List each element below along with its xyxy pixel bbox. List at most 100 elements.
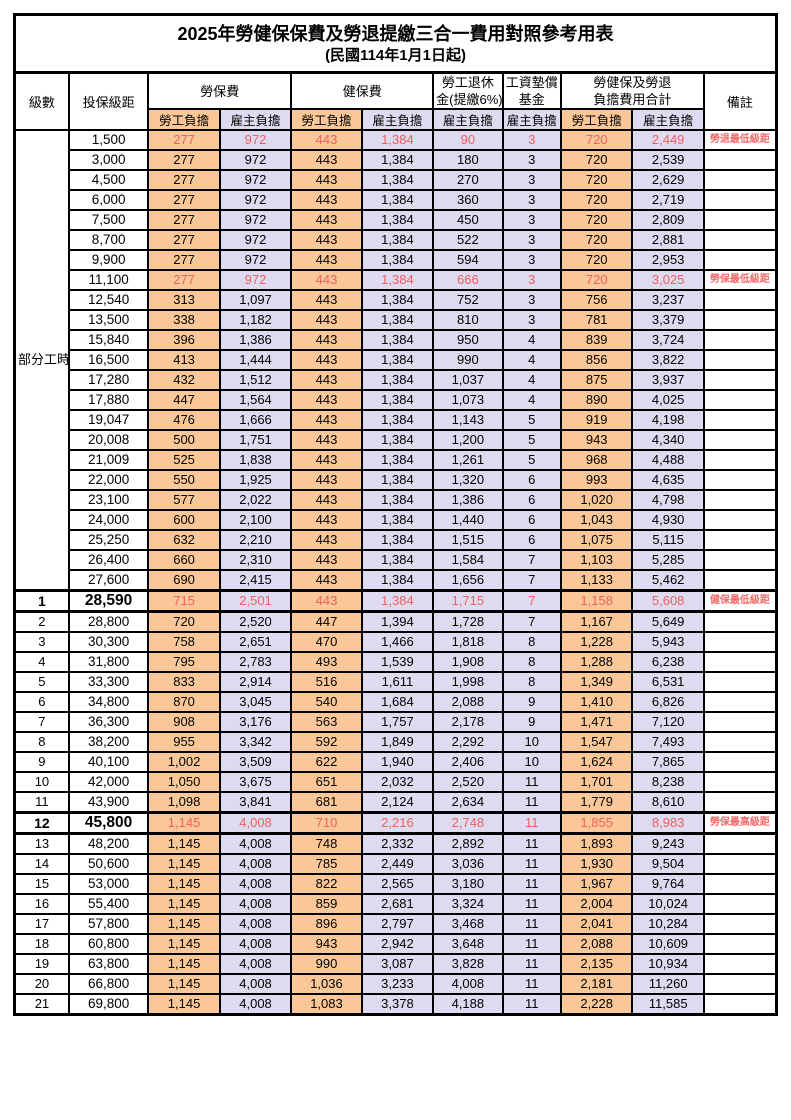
- wage-fund-employer-cell: 5: [501, 409, 562, 431]
- pension-employer-cell: 1,440: [432, 509, 504, 531]
- wage-fund-employer-cell: 11: [501, 853, 562, 875]
- labor-employer-cell: 972: [218, 249, 293, 271]
- note-cell: [702, 751, 778, 773]
- bracket-cell: 7,500: [67, 209, 150, 231]
- wage-fund-employer-cell: 10: [501, 731, 562, 753]
- health-employee-cell: 592: [290, 731, 363, 753]
- pension-employer-cell: 1,584: [432, 549, 504, 571]
- total-employer-cell: 8,238: [631, 771, 705, 793]
- labor-employer-cell: 1,444: [218, 349, 293, 371]
- note-cell: [702, 249, 778, 271]
- health-employer-cell: 2,942: [360, 933, 435, 955]
- header-level: 級數: [13, 71, 70, 131]
- health-employer-cell: 1,849: [360, 731, 435, 753]
- labor-employer-cell: 972: [218, 229, 293, 251]
- health-employee-cell: 443: [290, 229, 363, 251]
- wage-fund-employer-cell: 3: [501, 289, 562, 311]
- labor-employee-cell: 550: [147, 469, 221, 491]
- labor-employer-cell: 2,210: [218, 529, 293, 551]
- labor-employer-cell: 2,100: [218, 509, 293, 531]
- labor-employer-cell: 4,008: [218, 832, 293, 855]
- labor-employee-cell: 277: [147, 129, 221, 151]
- total-employer-cell: 5,943: [631, 631, 705, 653]
- labor-employer-cell: 4,008: [218, 853, 293, 875]
- health-employer-cell: 2,681: [360, 893, 435, 915]
- labor-employer-cell: 1,925: [218, 469, 293, 491]
- level-cell: 11: [13, 791, 70, 814]
- labor-employer-cell: 1,838: [218, 449, 293, 471]
- subheader-total-employer: 雇主負擔: [631, 108, 705, 131]
- labor-employee-cell: 338: [147, 309, 221, 331]
- health-employer-cell: 1,384: [360, 329, 435, 351]
- health-employee-cell: 748: [290, 832, 363, 855]
- header-total-line2: 負擔費用合計: [593, 92, 672, 107]
- bracket-cell: 48,200: [67, 832, 150, 855]
- note-cell: [702, 973, 778, 995]
- bracket-cell: 60,800: [67, 933, 150, 955]
- labor-employer-cell: 4,008: [218, 873, 293, 895]
- note-cell: [702, 449, 778, 471]
- note-cell: [702, 893, 778, 915]
- health-employer-cell: 1,384: [360, 189, 435, 211]
- labor-employee-cell: 500: [147, 429, 221, 451]
- header-wage-fund-line1: 工資墊償: [505, 75, 558, 90]
- health-employer-cell: 1,384: [360, 269, 435, 291]
- table-row: 23,100 577 2,022 443 1,384 1,386 6 1,020 4,798: [15, 489, 778, 511]
- table-row: 8,700 277 972 443 1,384 522 3 720 2,881: [15, 229, 778, 251]
- wage-fund-employer-cell: 11: [501, 933, 562, 955]
- page-title: 2025年勞健保保費及勞退提繳三合一費用對照參考用表: [177, 24, 614, 44]
- labor-employee-cell: 413: [147, 349, 221, 371]
- total-employee-cell: 720: [559, 169, 634, 191]
- note-cell: [702, 229, 778, 251]
- total-employer-cell: 10,934: [631, 953, 705, 975]
- wage-fund-employer-cell: 8: [501, 671, 562, 693]
- health-employer-cell: 1,384: [360, 129, 435, 151]
- labor-employee-cell: 577: [147, 489, 221, 511]
- level-cell: 10: [13, 771, 70, 793]
- total-employee-cell: 1,075: [559, 529, 634, 551]
- health-employer-cell: 1,384: [360, 349, 435, 371]
- total-employer-cell: 3,025: [631, 269, 705, 291]
- wage-fund-employer-cell: 7: [501, 610, 562, 633]
- total-employee-cell: 1,043: [559, 509, 634, 531]
- labor-employer-cell: 3,176: [218, 711, 293, 733]
- total-employer-cell: 6,826: [631, 691, 705, 713]
- header-row-3: 勞工負擔 雇主負擔 勞工負擔 雇主負擔 雇主負擔 雇主負擔 勞工負擔 雇主負擔: [15, 108, 777, 131]
- pension-employer-cell: 1,261: [432, 449, 504, 471]
- table-row: 22,000 550 1,925 443 1,384 1,320 6 993 4,635: [15, 469, 778, 491]
- labor-employee-cell: 277: [147, 189, 221, 211]
- health-employee-cell: 896: [290, 913, 363, 935]
- note-cell: [702, 569, 778, 592]
- note-cell: [702, 933, 778, 955]
- bracket-cell: 28,800: [67, 610, 150, 633]
- labor-employee-cell: 1,145: [147, 953, 221, 975]
- labor-employee-cell: 1,145: [147, 832, 221, 855]
- bracket-cell: 43,900: [67, 791, 150, 814]
- labor-employee-cell: 795: [147, 651, 221, 673]
- health-employee-cell: 443: [290, 589, 363, 613]
- subheader-pension-employer: 雇主負擔: [432, 108, 504, 131]
- health-employee-cell: 443: [290, 549, 363, 571]
- health-employee-cell: 443: [290, 249, 363, 271]
- level-cell: 19: [13, 953, 70, 975]
- health-employee-cell: 990: [290, 953, 363, 975]
- total-employer-cell: 8,610: [631, 791, 705, 814]
- pension-employer-cell: 1,320: [432, 469, 504, 491]
- bracket-cell: 40,100: [67, 751, 150, 773]
- total-employer-cell: 2,809: [631, 209, 705, 231]
- total-employer-cell: 10,024: [631, 893, 705, 915]
- labor-employer-cell: 3,675: [218, 771, 293, 793]
- bracket-cell: 16,500: [67, 349, 150, 371]
- wage-fund-employer-cell: 6: [501, 529, 562, 551]
- bracket-cell: 20,008: [67, 429, 150, 451]
- labor-employer-cell: 2,651: [218, 631, 293, 653]
- total-employee-cell: 756: [559, 289, 634, 311]
- pension-employer-cell: 810: [432, 309, 504, 331]
- labor-employer-cell: 1,512: [218, 369, 293, 391]
- table-row: 15,840 396 1,386 443 1,384 950 4 839 3,724: [15, 329, 778, 351]
- labor-employer-cell: 972: [218, 189, 293, 211]
- table-row: 15 53,000 1,145 4,008 822 2,565 3,180 11 1,967 9,…: [13, 873, 778, 895]
- health-employer-cell: 1,384: [360, 469, 435, 491]
- wage-fund-employer-cell: 3: [501, 209, 562, 231]
- total-employee-cell: 1,349: [559, 671, 634, 693]
